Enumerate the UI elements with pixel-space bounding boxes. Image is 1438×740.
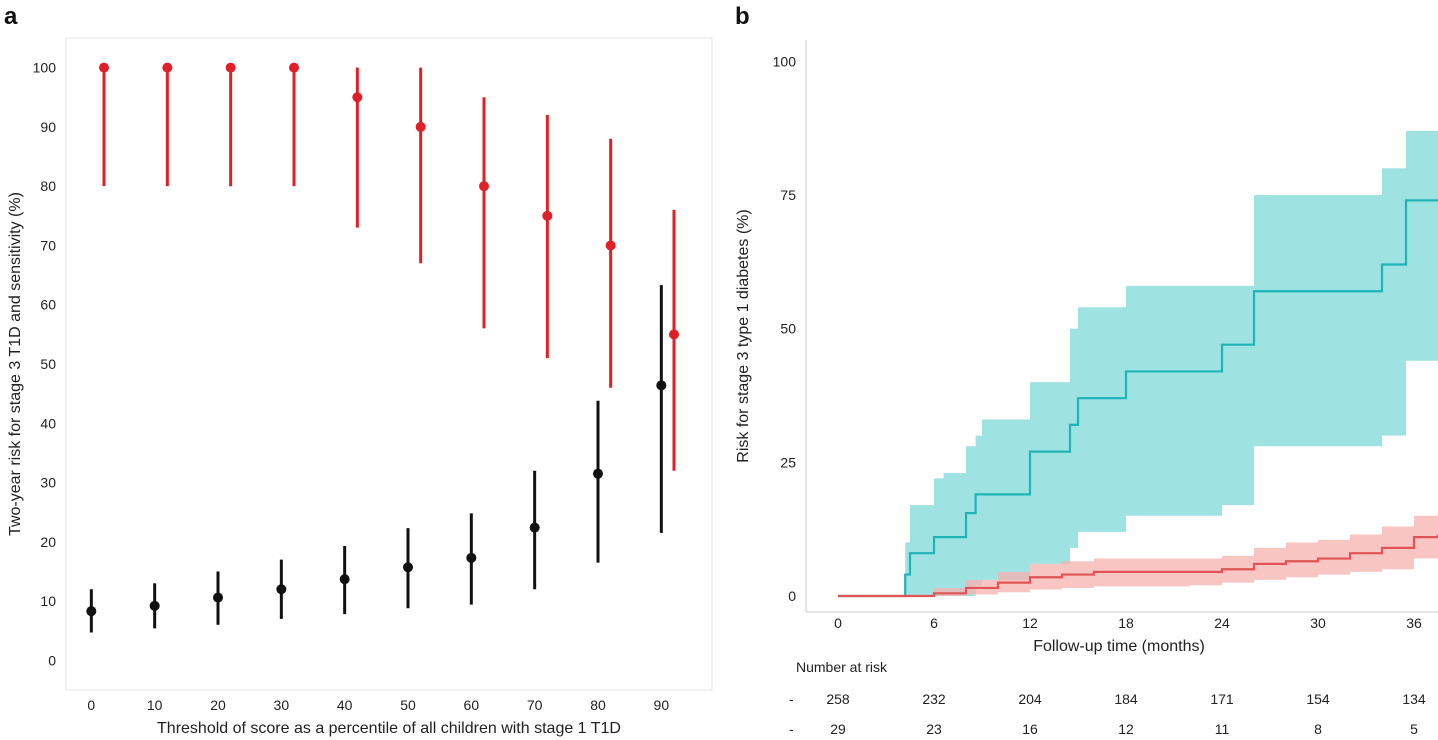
panel-b-y-tick-label: 75 bbox=[780, 187, 796, 203]
panel-a-point bbox=[542, 210, 553, 221]
number-at-risk-row-marker: - bbox=[789, 721, 794, 737]
panel-b-x-tick-label: 12 bbox=[1022, 615, 1038, 631]
panel-a-point bbox=[162, 62, 173, 73]
panel-a-point bbox=[403, 562, 413, 573]
panel-b-x-tick-label: 30 bbox=[1310, 615, 1326, 631]
panel-letter-a: a bbox=[4, 3, 18, 30]
panel-b-x-tick-label: 0 bbox=[834, 615, 842, 631]
panel-a-x-tick-label: 20 bbox=[210, 697, 226, 713]
panel-a-y-tick-label: 20 bbox=[40, 534, 56, 550]
panel-a-x-tick-label: 80 bbox=[590, 697, 606, 713]
panel-b-y-tick-label: 50 bbox=[780, 321, 796, 337]
number-at-risk-value: 16 bbox=[1022, 721, 1038, 737]
panel-b-x-tick-label: 18 bbox=[1118, 615, 1134, 631]
panel-a-point bbox=[149, 600, 160, 611]
panel-a-point bbox=[415, 121, 426, 132]
panel-a-x-tick-label: 40 bbox=[337, 697, 353, 713]
number-at-risk-value: 232 bbox=[922, 691, 946, 707]
panel-letter-b: b bbox=[735, 3, 750, 30]
panel-a-plot-area bbox=[65, 37, 713, 691]
panel-a-point bbox=[656, 380, 667, 391]
panel-a-x-tick-label: 0 bbox=[87, 697, 95, 713]
panel-a-point bbox=[276, 584, 287, 595]
panel-b-y-tick-label: 0 bbox=[788, 588, 796, 604]
number-at-risk-value: 11 bbox=[1215, 721, 1230, 737]
panel-a-y-ticks: 0 10 20 30 40 50 60 70 80 90 100 bbox=[33, 60, 57, 669]
panel-a-plot: 0 10 20 30 40 50 60 70 80 90 100 0 10 20 30 40 50 60 70 80… bbox=[7, 37, 713, 737]
panel-a-point bbox=[99, 62, 109, 73]
panel-a-y-tick-label: 60 bbox=[40, 297, 56, 313]
panel-a-point bbox=[466, 552, 477, 563]
panel-a-y-tick-label: 30 bbox=[40, 475, 56, 491]
panel-a-y-tick-label: 80 bbox=[40, 178, 56, 194]
panel-a-point bbox=[529, 522, 540, 533]
panel-a-point bbox=[213, 592, 223, 603]
panel-a-y-tick-label: 70 bbox=[40, 237, 56, 253]
number-at-risk-value: 12 bbox=[1118, 721, 1134, 737]
panel-b-confidence-band bbox=[838, 130, 1438, 596]
number-at-risk-row-marker: - bbox=[789, 691, 794, 707]
panel-b-y-tick-label: 25 bbox=[780, 454, 796, 470]
number-at-risk-value: 154 bbox=[1306, 691, 1330, 707]
panel-a-x-tick-label: 60 bbox=[464, 697, 480, 713]
panel-a-x-tick-label: 90 bbox=[654, 697, 670, 713]
panel-b-x-ticks: 0 6 12 18 24 30 36 bbox=[834, 615, 1422, 631]
panel-a-x-axis-label: Threshold of score as a percentile of al… bbox=[157, 720, 621, 737]
panel-b-x-tick-label: 6 bbox=[930, 615, 938, 631]
panel-a-y-tick-label: 0 bbox=[48, 652, 56, 668]
panel-a-y-tick-label: 90 bbox=[40, 119, 56, 135]
panel-a-point bbox=[225, 62, 236, 73]
panel-b-x-tick-label: 36 bbox=[1406, 615, 1422, 631]
panel-a-x-tick-label: 50 bbox=[400, 697, 416, 713]
panel-b-x-axis-label: Follow-up time (months) bbox=[1033, 638, 1205, 655]
number-at-risk-value: 258 bbox=[826, 691, 850, 707]
panel-b-y-axis-label: Risk for stage 3 type 1 diabetes (%) bbox=[735, 209, 752, 462]
panel-a-point bbox=[339, 574, 350, 585]
panel-b-survival-curve bbox=[838, 199, 1438, 598]
number-at-risk-value: 29 bbox=[830, 721, 846, 737]
panel-a-point bbox=[605, 240, 616, 251]
number-at-risk-label: Number at risk bbox=[796, 659, 888, 675]
number-at-risk-value: 134 bbox=[1402, 691, 1426, 707]
panel-a-x-tick-label: 30 bbox=[274, 697, 290, 713]
panel-a-marks bbox=[86, 62, 679, 633]
number-at-risk-value: 204 bbox=[1018, 691, 1042, 707]
panel-b-confidence-band bbox=[838, 510, 1438, 596]
number-at-risk-value: 8 bbox=[1314, 721, 1322, 737]
panel-a-y-tick-label: 100 bbox=[33, 60, 57, 76]
panel-b-plot: 0 25 50 75 100 0 6 12 18 24 30 36 Risk for stage 3… bbox=[735, 40, 1438, 737]
panel-b-y-ticks: 0 25 50 75 100 bbox=[773, 53, 797, 604]
panel-a-point bbox=[289, 62, 299, 73]
panel-b-y-tick-label: 100 bbox=[773, 53, 797, 69]
panel-b-x-tick-label: 24 bbox=[1214, 615, 1230, 631]
panel-a-point bbox=[479, 181, 489, 192]
panel-a-y-tick-label: 10 bbox=[40, 593, 56, 609]
panel-a-x-ticks: 0 10 20 30 40 50 60 70 80 90 bbox=[87, 697, 669, 713]
panel-a-y-tick-label: 50 bbox=[40, 356, 56, 372]
number-at-risk-value: 23 bbox=[926, 721, 942, 737]
panel-a-x-tick-label: 10 bbox=[147, 697, 163, 713]
panel-a-point bbox=[352, 92, 363, 103]
number-at-risk-value: 184 bbox=[1114, 691, 1138, 707]
panel-a-y-tick-label: 40 bbox=[40, 415, 56, 431]
number-at-risk-value: 171 bbox=[1210, 691, 1234, 707]
panel-a-y-axis-label: Two-year risk for stage 3 T1D and sensit… bbox=[7, 192, 24, 536]
panel-b-marks bbox=[838, 130, 1438, 598]
number-at-risk-table: - 258 232 204 184 171 154 134 - 29 23 16 12 11 8 5 bbox=[789, 691, 1426, 737]
panel-a-point bbox=[669, 329, 679, 340]
panel-a-point bbox=[593, 468, 603, 479]
panel-b-survival-curve bbox=[838, 534, 1438, 598]
panel-a-point bbox=[86, 606, 97, 617]
number-at-risk-value: 5 bbox=[1410, 721, 1418, 737]
panel-a-x-tick-label: 70 bbox=[527, 697, 543, 713]
